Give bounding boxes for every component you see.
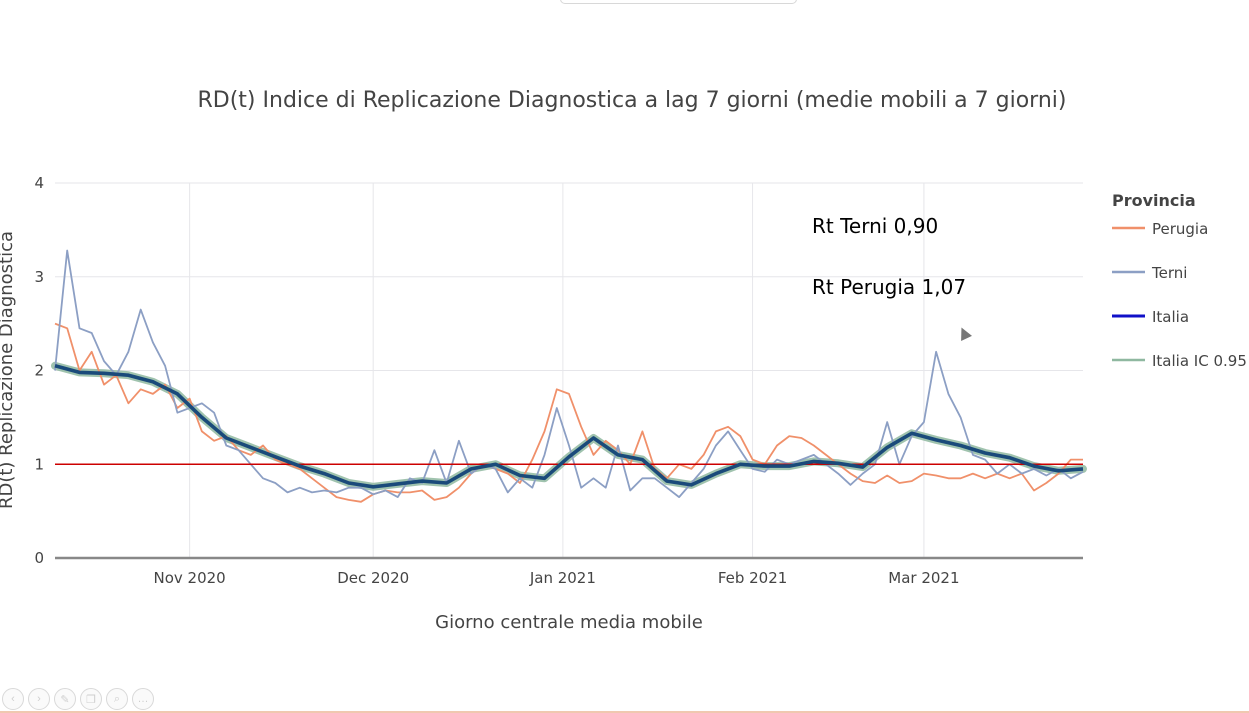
y-tick-label: 3: [34, 268, 44, 286]
chart-title: RD(t) Indice di Replicazione Diagnostica…: [198, 88, 1067, 113]
series-line-terni: [54, 249, 1084, 498]
pen-icon[interactable]: ✎: [54, 688, 76, 710]
bottom-border: [0, 711, 1249, 713]
legend-title: Provincia: [1112, 191, 1196, 210]
x-tick-label: Feb 2021: [718, 569, 788, 587]
y-axis-label: RD(t) Replicazione Diagnostica: [0, 231, 17, 509]
series-line-perugia: [54, 322, 1083, 503]
legend-entry: Italia: [1152, 308, 1189, 326]
series-italia-ic-band: [51, 361, 1087, 491]
x-tick-label: Nov 2020: [154, 569, 226, 587]
legend-entry: Terni: [1151, 264, 1187, 282]
annotation-rt-perugia: Rt Perugia 1,07: [812, 275, 966, 299]
x-tick-label: Jan 2021: [529, 569, 596, 587]
x-axis-label: Giorno centrale media mobile: [435, 612, 703, 633]
copy-icon[interactable]: ❐: [80, 688, 102, 710]
legend-entry: Italia IC 0.95: [1152, 352, 1247, 370]
y-tick-label: 4: [34, 174, 44, 192]
more-icon[interactable]: …: [132, 688, 154, 710]
zoom-icon[interactable]: ⌕: [106, 688, 128, 710]
slideshow-toolbar: ‹ › ✎ ❐ ⌕…: [0, 688, 154, 712]
grid-layer: [55, 182, 1083, 558]
axis-layer: 0 1 2 3 4 Nov 2020 Dec 2020 Jan 2021 Feb 2021 Mar…: [34, 174, 1083, 587]
series-layer: [51, 249, 1087, 503]
x-tick-label: Mar 2021: [888, 569, 959, 587]
arrow-left-icon[interactable]: ‹: [2, 688, 24, 710]
y-tick-label: 0: [34, 549, 44, 567]
x-tick-label: Dec 2020: [337, 569, 409, 587]
legend: Provincia Perugia Terni Italia Italia IC 0.…: [1112, 191, 1247, 370]
legend-entry: Perugia: [1152, 220, 1208, 238]
annotation-rt-terni: Rt Terni 0,90: [812, 214, 938, 238]
arrow-right-icon[interactable]: ›: [28, 688, 50, 710]
y-tick-label: 2: [34, 362, 44, 380]
y-tick-label: 1: [34, 455, 44, 473]
series-line-italia: [54, 364, 1084, 489]
